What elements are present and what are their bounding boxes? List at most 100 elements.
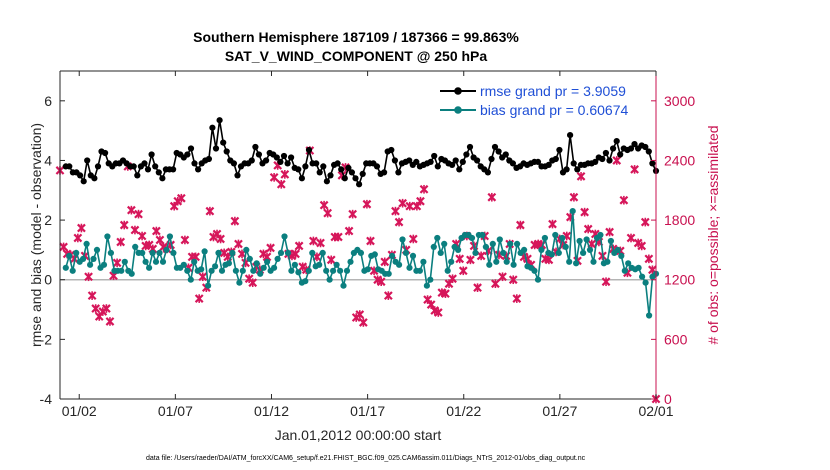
y-tick-label: -4: [40, 391, 53, 407]
rmse-point: [406, 157, 413, 164]
x-ticks: 01/02 01/07 01/12 01/17 01/22 01/27 02/01: [62, 71, 674, 419]
rmse-point: [205, 155, 212, 163]
bias-point: [132, 243, 139, 250]
bias-point: [62, 264, 69, 271]
obs-marker: [433, 308, 443, 317]
x-axis-label: Jan.01,2012 00:00:00 start: [275, 427, 442, 443]
rmse-point: [391, 157, 398, 164]
bias-point: [104, 233, 111, 240]
bias-point: [201, 248, 208, 255]
obs-marker: [448, 274, 457, 284]
rmse-point: [556, 146, 563, 154]
obs-marker: [198, 272, 208, 282]
rmse-point: [209, 124, 216, 131]
rmse-point: [341, 175, 348, 182]
obs-marker: [155, 235, 165, 245]
rmse-line: [65, 120, 657, 187]
bias-point: [510, 261, 517, 268]
obs-marker: [234, 239, 243, 249]
bias-point: [100, 261, 108, 268]
bias-point: [371, 251, 378, 258]
rmse-point: [284, 160, 291, 167]
bias-point: [614, 246, 621, 253]
bias-point: [218, 267, 226, 274]
bias-point: [548, 251, 555, 258]
bias-point: [163, 246, 170, 253]
obs-marker: [276, 179, 286, 189]
bias-point: [260, 264, 267, 271]
rmse-point: [491, 143, 499, 151]
bias-point: [586, 246, 594, 253]
rmse-point: [627, 145, 635, 152]
bias-point: [253, 260, 260, 267]
bias-point: [83, 240, 90, 247]
obs-marker: [508, 275, 518, 285]
chart-title-line2: SAT_V_WIND_COMPONENT @ 250 hPa: [225, 48, 488, 64]
bias-point: [156, 249, 163, 256]
bias-point: [139, 249, 146, 256]
y-tick-right-label: 2400: [664, 152, 695, 168]
obs-marker: [441, 289, 450, 299]
rmse-point: [94, 163, 102, 170]
obs-marker: [466, 255, 475, 265]
bias-point: [337, 267, 344, 274]
obs-marker: [348, 209, 358, 219]
bias-point: [277, 249, 285, 256]
x-tick-label: 01/12: [254, 403, 289, 419]
rmse-point: [170, 166, 177, 173]
rmse-point: [602, 149, 610, 157]
bias-point: [225, 260, 232, 267]
obs-marker: [280, 169, 290, 179]
obs-marker: [319, 200, 329, 210]
bias-point: [500, 249, 507, 256]
bias-point: [479, 231, 486, 239]
bias-point: [66, 252, 73, 259]
obs-marker: [626, 233, 636, 243]
bias-point: [316, 261, 323, 268]
y-tick-label: 4: [44, 152, 52, 168]
x-tick-label: 02/01: [638, 403, 673, 419]
bias-point: [142, 258, 149, 265]
obs-marker: [398, 198, 407, 208]
bias-point: [364, 266, 371, 273]
rmse-point: [463, 151, 470, 158]
bias-point: [326, 276, 333, 283]
rmse-point: [452, 157, 459, 164]
rmse-point: [502, 151, 509, 158]
rmse-point: [534, 158, 542, 165]
bias-point: [423, 282, 430, 289]
bias-point: [559, 234, 566, 242]
bias-point: [128, 270, 135, 277]
bias-point: [573, 260, 580, 267]
data-file-footnote: data file: /Users/raeder/DAI/ATM_forcXX/…: [146, 455, 586, 462]
rmse-point: [216, 117, 223, 124]
bias-point: [597, 231, 604, 239]
bias-point: [271, 264, 278, 271]
rmse-point: [66, 163, 73, 170]
rmse-point: [434, 163, 441, 170]
bias-point: [583, 236, 590, 243]
legend: rmse grand pr = 3.9059 bias grand pr = 0…: [440, 83, 628, 118]
bias-point: [448, 258, 455, 265]
rmse-point: [592, 158, 599, 165]
bias-point: [159, 258, 167, 265]
bias-point: [507, 240, 514, 247]
y-ticks-right: 0 600 1200 1800 2400 3000: [651, 93, 695, 407]
rmse-point: [248, 157, 255, 164]
bias-point: [385, 270, 392, 277]
rmse-point: [305, 146, 313, 154]
obs-marker: [216, 234, 225, 244]
rmse-point: [84, 157, 91, 164]
bias-point: [291, 261, 298, 268]
rmse-point: [230, 160, 237, 167]
bias-point: [246, 255, 253, 262]
rmse-point: [273, 154, 280, 161]
obs-marker: [59, 242, 68, 252]
rmse-point: [509, 160, 516, 167]
obs-marker: [405, 201, 415, 211]
rmse-point: [395, 169, 402, 176]
obs-marker: [355, 310, 365, 319]
obs-marker: [408, 234, 418, 244]
obs-marker: [394, 217, 404, 227]
bias-point: [455, 246, 462, 253]
